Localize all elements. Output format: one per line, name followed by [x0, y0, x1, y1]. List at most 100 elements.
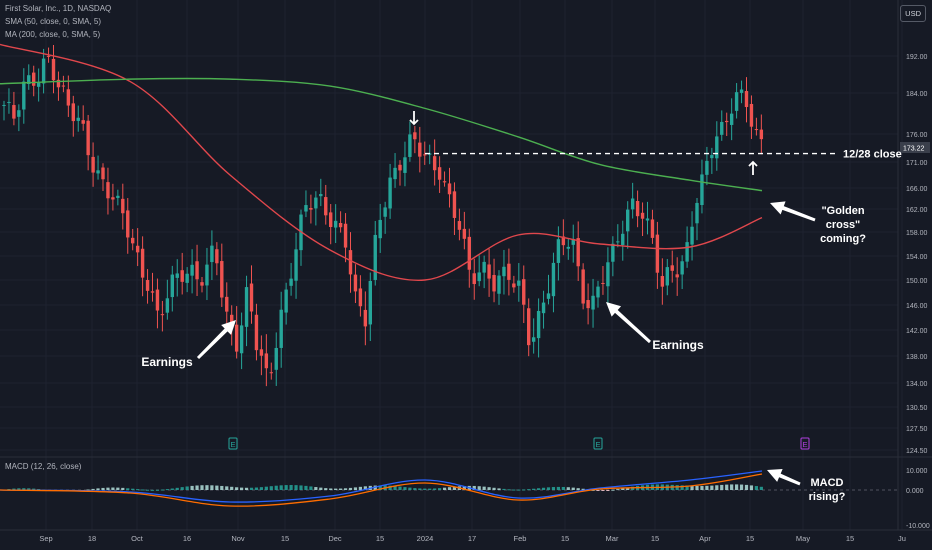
macd-histogram-bar: [626, 487, 630, 490]
time-tick-label: 18: [88, 534, 96, 543]
macd-histogram-bar: [695, 485, 699, 490]
macd-histogram-bar: [581, 488, 585, 490]
time-tick-label: 16: [183, 534, 191, 543]
candle-body: [408, 134, 412, 157]
currency-button[interactable]: USD: [900, 5, 926, 22]
macd-histogram-bar: [111, 487, 115, 490]
macd-histogram-bar: [487, 487, 491, 490]
candle-body: [423, 154, 427, 156]
macd-histogram-bar: [264, 486, 268, 490]
candle-body: [121, 198, 125, 214]
candle-body: [715, 136, 719, 159]
macd-histogram-bar: [680, 485, 684, 490]
macd-histogram-bar: [502, 488, 506, 490]
candle-body: [333, 220, 338, 228]
sma50-legend[interactable]: SMA (50, close, 0, SMA, 5): [5, 17, 102, 26]
macd-histogram-bar: [91, 488, 95, 490]
candle-body: [551, 262, 556, 297]
candle-body: [314, 197, 318, 209]
macd-histogram-bar: [527, 489, 531, 491]
macd-histogram-bar: [735, 484, 739, 490]
macd-tick-label: 10.000: [906, 468, 928, 475]
candle-body: [101, 167, 105, 180]
candle-body: [66, 89, 71, 106]
macd-histogram-bar: [715, 485, 719, 490]
time-tick-label: Apr: [699, 534, 711, 543]
candle-body: [502, 266, 506, 277]
macd-histogram-bar: [294, 485, 298, 490]
candle-body: [685, 242, 689, 262]
macd-histogram-bar: [705, 485, 709, 490]
price-tick-label: 166.00: [906, 186, 928, 193]
macd-histogram-bar: [403, 487, 407, 490]
candle-body: [106, 182, 110, 199]
macd-histogram-bar: [532, 488, 536, 490]
macd-rising-arrow: [767, 469, 801, 486]
candle-body: [591, 295, 595, 310]
candle-body: [41, 58, 46, 84]
grid: [0, 0, 932, 531]
macd-histogram-bar: [413, 488, 417, 490]
candle-body: [71, 103, 75, 122]
macd-histogram-bar: [145, 489, 150, 491]
candle-body: [447, 183, 452, 195]
candle-body: [403, 157, 407, 173]
candle-body: [348, 250, 353, 275]
candle-body: [601, 282, 605, 284]
macd-histogram-bar: [759, 486, 763, 490]
macd-histogram-bar: [754, 486, 758, 490]
macd-pane: 10.000 0.000 -10.000: [0, 468, 930, 530]
candle-body: [576, 238, 580, 267]
up-arrow-recent: [748, 160, 758, 175]
candle-body: [96, 170, 100, 174]
event-marker-label: E: [595, 440, 600, 449]
time-tick-label: Feb: [514, 534, 527, 543]
price-tick-label: 158.00: [906, 230, 928, 237]
macd-histogram-bar: [205, 485, 209, 490]
macd-legend[interactable]: MACD (12, 26, close): [5, 462, 82, 471]
ma200-legend[interactable]: MA (200, close, 0, SMA, 5): [5, 30, 101, 39]
candle-body: [264, 353, 269, 369]
price-tick-label: 162.00: [906, 207, 928, 214]
candle-body: [363, 309, 368, 327]
macd-histogram-bar: [244, 487, 249, 490]
candle-body: [135, 245, 140, 253]
candle-body: [91, 156, 95, 173]
macd-histogram-bar: [353, 487, 358, 490]
candle-body: [165, 298, 170, 313]
price-tick-label: 150.00: [906, 278, 928, 285]
macd-histogram-bar: [522, 489, 526, 491]
ma200-line: [0, 77, 763, 192]
golden-cross-label-line2: cross": [826, 219, 861, 231]
candle-body: [56, 79, 61, 88]
candle-body: [581, 269, 585, 304]
event-marker-label: E: [802, 440, 807, 449]
candle-body: [111, 197, 115, 200]
candle-body: [616, 241, 620, 243]
macd-histogram-bar: [269, 486, 273, 490]
macd-histogram-bar: [319, 487, 323, 490]
symbol-title: First Solar, Inc., 1D, NASDAQ: [5, 4, 112, 13]
macd-histogram-bar: [744, 484, 749, 490]
candle-body: [388, 177, 392, 209]
candle-body: [744, 91, 749, 108]
macd-line: [0, 470, 763, 503]
candle-body: [536, 310, 541, 339]
candle-body: [729, 113, 734, 125]
candle-body: [140, 248, 145, 278]
candle-body: [650, 219, 655, 238]
candle-body: [210, 245, 214, 263]
macd-histogram-bar: [452, 486, 457, 490]
candle-body: [492, 275, 496, 292]
price-tick-label: 138.00: [906, 354, 928, 361]
candle-body: [720, 121, 724, 135]
candle-body: [660, 276, 665, 287]
candle-body: [2, 104, 6, 106]
candle-body: [289, 278, 293, 286]
candle-body: [482, 261, 486, 273]
price-tick-label: 154.00: [906, 254, 928, 261]
macd-histogram-bar: [210, 485, 214, 490]
macd-histogram-bar: [739, 484, 744, 490]
candle-body: [244, 287, 249, 327]
